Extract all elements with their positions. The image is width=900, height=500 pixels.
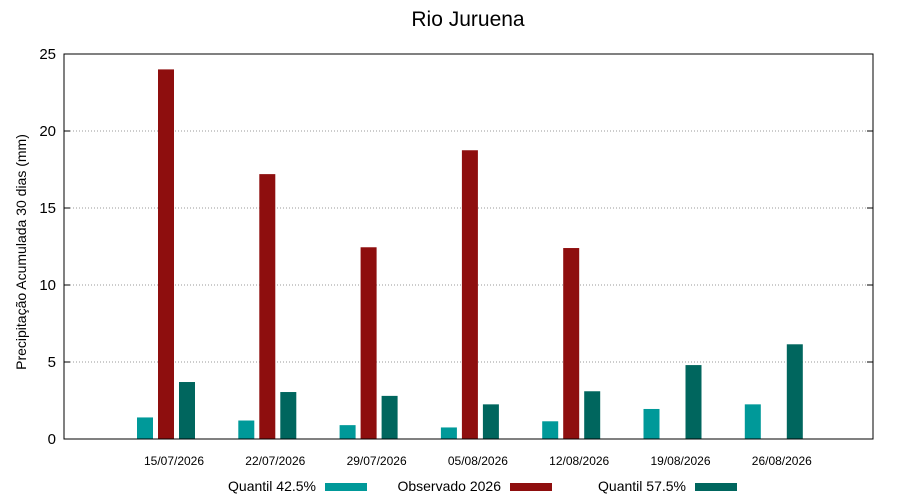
bar-3-1 xyxy=(179,382,195,439)
x-tick-label: 29/07/2026 xyxy=(347,454,407,468)
bar-2-5 xyxy=(563,248,580,439)
legend-label-2: Observado 2026 xyxy=(397,478,501,494)
y-tick-label: 5 xyxy=(48,354,56,371)
bar-1-7 xyxy=(744,404,761,439)
legend-swatch-2 xyxy=(510,483,552,491)
bar-1-3 xyxy=(339,425,356,439)
y-axis: 0 5 10 15 20 25 xyxy=(39,46,873,448)
legend-label-1: Quantil 42.5% xyxy=(228,478,316,494)
bar-3-4 xyxy=(482,404,499,439)
x-tick-label: 12/08/2026 xyxy=(549,454,609,468)
bar-2-4 xyxy=(461,150,478,439)
bar-2-1 xyxy=(158,69,174,440)
y-tick-label: 15 xyxy=(39,200,56,217)
bar-1-4 xyxy=(440,427,457,439)
legend-swatch-3 xyxy=(695,483,737,491)
y-tick-label: 10 xyxy=(39,277,56,294)
y-axis-label: Precipitação Acumulada 30 dias (mm) xyxy=(13,134,29,370)
bar-1-2 xyxy=(238,420,255,439)
x-tick-label: 05/08/2026 xyxy=(448,454,508,468)
x-tick-label: 22/07/2026 xyxy=(245,454,305,468)
bar-2-3 xyxy=(360,247,377,439)
bar-3-6 xyxy=(685,365,702,439)
chart-title: Rio Juruena xyxy=(411,8,525,31)
bar-1-5 xyxy=(542,421,559,439)
y-tick-label: 20 xyxy=(39,123,56,140)
bar-3-2 xyxy=(280,392,297,439)
legend-swatch-1 xyxy=(325,483,367,491)
y-tick-label: 25 xyxy=(39,46,56,63)
x-axis: 15/07/2026 22/07/2026 29/07/2026 05/08/2026… xyxy=(144,454,812,468)
plot-frame xyxy=(63,53,874,440)
y-tick-label: 0 xyxy=(48,431,56,448)
x-tick-label: 15/07/2026 xyxy=(144,454,204,468)
bar-1-1 xyxy=(137,417,153,439)
bar-3-3 xyxy=(381,395,398,439)
bar-1-6 xyxy=(643,408,660,439)
legend-label-3: Quantil 57.5% xyxy=(598,478,686,494)
x-tick-label: 26/08/2026 xyxy=(752,454,812,468)
bar-2-2 xyxy=(259,174,276,439)
legend: Quantil 42.5% Observado 2026 Quantil 57.5% xyxy=(228,478,737,494)
bar-3-5 xyxy=(584,391,601,439)
bars xyxy=(137,69,803,440)
bar-3-7 xyxy=(786,344,803,439)
x-tick-label: 19/08/2026 xyxy=(650,454,710,468)
